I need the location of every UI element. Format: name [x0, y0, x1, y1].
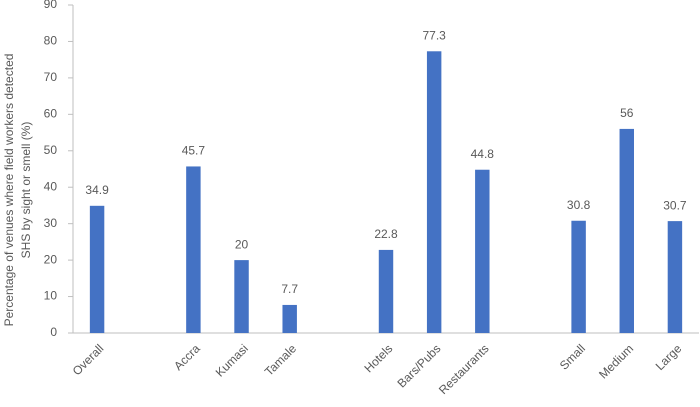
y-tick-label: 40 [44, 179, 58, 193]
x-tick-label: Hotels [361, 341, 395, 375]
x-tick-label: Small [557, 341, 588, 372]
x-tick-label: Restaurants [436, 341, 492, 397]
y-tick-label: 90 [44, 0, 58, 11]
y-tick-label: 0 [50, 325, 57, 339]
bar [475, 169, 490, 333]
x-tick-label: Kumasi [213, 341, 251, 379]
bar [234, 260, 249, 333]
data-label: 45.7 [182, 144, 206, 158]
x-tick-label: Bars/Pubs [394, 341, 443, 390]
data-label: 20 [235, 237, 249, 251]
y-tick-label: 30 [44, 216, 58, 230]
y-tick-label: 50 [44, 143, 58, 157]
bar [667, 221, 683, 333]
data-label: 30.8 [567, 198, 591, 212]
x-tick-label: Overall [70, 341, 107, 378]
data-label: 30.7 [663, 198, 687, 212]
data-label: 44.8 [471, 147, 495, 161]
x-tick-label: Medium [596, 341, 636, 381]
x-tick-label: Accra [171, 341, 203, 373]
bar [619, 128, 634, 333]
data-label: 77.3 [422, 28, 446, 42]
bar [571, 220, 586, 333]
y-tick-label: 10 [44, 289, 58, 303]
data-label: 7.7 [281, 282, 298, 296]
data-label: 22.8 [374, 227, 398, 241]
y-tick-label: 20 [44, 252, 58, 266]
bar [426, 51, 442, 333]
data-label: 34.9 [85, 183, 109, 197]
bar [282, 304, 297, 333]
x-tick-label: Large [653, 341, 685, 373]
y-axis-label: Percentage of venues where field workers… [2, 54, 16, 327]
y-axis-label: SHS by sight or smell (%) [19, 122, 33, 259]
y-tick-label: 60 [44, 107, 58, 121]
bar [89, 205, 105, 333]
bar [186, 166, 201, 333]
y-tick-label: 80 [44, 34, 58, 48]
data-label: 56 [620, 106, 634, 120]
bar [378, 249, 394, 333]
x-tick-label: Tamale [262, 341, 299, 378]
y-tick-label: 70 [44, 70, 58, 84]
